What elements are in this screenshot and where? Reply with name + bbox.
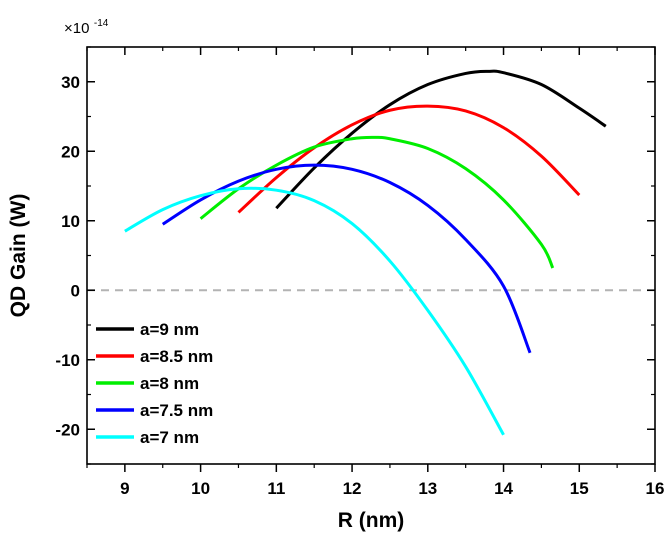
legend-label-3: a=7.5 nm [140, 401, 213, 420]
series-line-1 [237, 104, 581, 214]
x-tick-label: 16 [646, 479, 665, 498]
y-tick-label: 10 [61, 212, 80, 231]
legend-label-0: a=9 nm [140, 320, 199, 339]
legend-label-1: a=8.5 nm [140, 347, 213, 366]
x-tick-label: 11 [267, 479, 285, 498]
series-line-2 [199, 135, 555, 269]
series-line-4 [124, 186, 505, 436]
y-tick-label: -10 [55, 351, 80, 370]
legend-label-2: a=8 nm [140, 374, 199, 393]
y-tick-label: 30 [61, 73, 80, 92]
x-tick-label: 9 [120, 479, 129, 498]
series-line-0 [275, 69, 607, 210]
y-tick-label: 20 [61, 142, 80, 161]
x-tick-label: 14 [494, 479, 513, 498]
y-multiplier-exponent: -14 [94, 18, 109, 29]
x-tick-label: 15 [570, 479, 589, 498]
y-multiplier-base: ×10 [64, 20, 89, 37]
legend-label-4: a=7 nm [140, 428, 199, 447]
series-line-3 [161, 163, 532, 354]
x-tick-label: 10 [191, 479, 210, 498]
x-tick-label: 13 [418, 479, 437, 498]
y-tick-label: -20 [55, 420, 80, 439]
y-tick-label: 0 [71, 281, 80, 300]
x-tick-label: 12 [343, 479, 362, 498]
x-axis-title: R (nm) [338, 509, 405, 532]
y-axis-title: QD Gain (W) [7, 194, 30, 318]
y-axis-multiplier: ×10 -14 [64, 18, 109, 37]
